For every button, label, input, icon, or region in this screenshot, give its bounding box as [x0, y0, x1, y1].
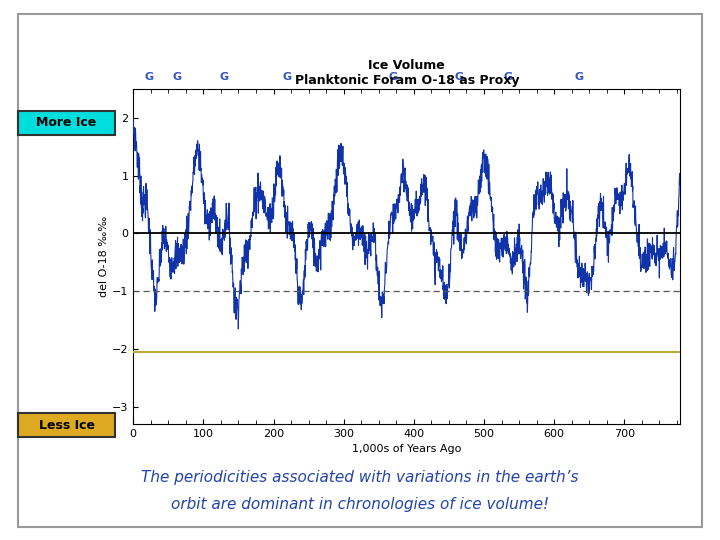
X-axis label: 1,000s of Years Ago: 1,000s of Years Ago [352, 444, 462, 454]
Text: The periodicities associated with variations in the earth’s: The periodicities associated with variat… [141, 470, 579, 485]
Bar [18, 413, 115, 437]
Text: orbit are dominant in chronologies of ice volume!: orbit are dominant in chronologies of ic… [171, 497, 549, 512]
Text: G: G [220, 72, 229, 83]
Y-axis label: del O-18 ‰‰: del O-18 ‰‰ [99, 216, 109, 297]
Text: G: G [172, 72, 181, 83]
Text: G: G [283, 72, 292, 83]
Text: More Ice: More Ice [37, 116, 96, 130]
Text: G: G [144, 72, 153, 83]
Text: G: G [455, 72, 464, 83]
Text: G: G [574, 72, 583, 83]
Text: G: G [388, 72, 397, 83]
Text: Less Ice: Less Ice [39, 418, 94, 432]
Bar [18, 111, 115, 135]
Title: Ice Volume
Planktonic Foram O-18 as Proxy: Ice Volume Planktonic Foram O-18 as Prox… [294, 58, 519, 86]
Text: G: G [504, 72, 513, 83]
